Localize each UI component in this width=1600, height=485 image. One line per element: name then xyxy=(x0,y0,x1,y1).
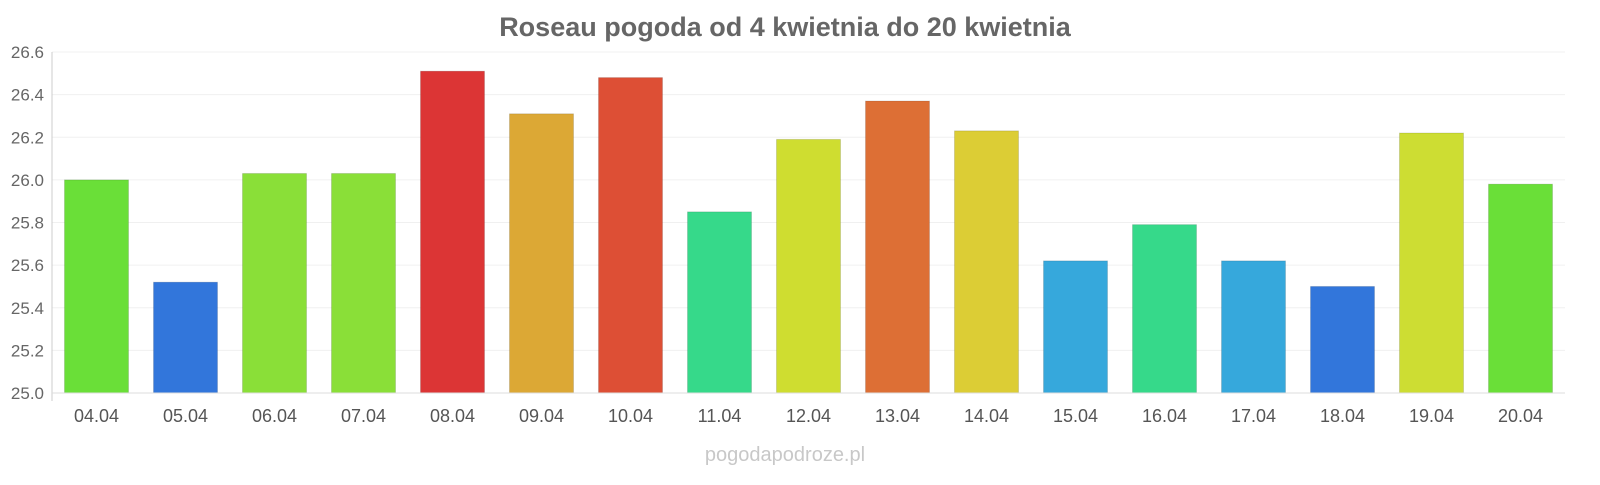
bars xyxy=(64,70,1553,394)
y-tick-label: 26.2 xyxy=(11,128,44,147)
y-tick-label: 25.8 xyxy=(11,214,44,233)
x-tick-label: 13.04 xyxy=(875,406,920,426)
bar-12.04 xyxy=(776,138,841,394)
x-tick-label: 08.04 xyxy=(430,406,475,426)
bar-04.04 xyxy=(64,179,129,394)
bar-05.04 xyxy=(153,281,218,394)
bar-07.04 xyxy=(331,172,396,394)
chart-title: Roseau pogoda od 4 kwietnia do 20 kwietn… xyxy=(499,12,1072,42)
bar-13.04 xyxy=(865,100,930,394)
bar-06.04 xyxy=(242,172,307,394)
x-tick-label: 07.04 xyxy=(341,406,386,426)
bar-10.04 xyxy=(598,77,663,394)
x-tick-label: 20.04 xyxy=(1498,406,1543,426)
x-tick-label: 15.04 xyxy=(1053,406,1098,426)
y-tick-label: 25.0 xyxy=(11,384,44,403)
bar-20.04 xyxy=(1488,183,1553,394)
x-tick-label: 09.04 xyxy=(519,406,564,426)
x-tick-label: 16.04 xyxy=(1142,406,1187,426)
x-tick-label: 10.04 xyxy=(608,406,653,426)
y-tick-label: 26.4 xyxy=(11,86,44,105)
bar-08.04 xyxy=(420,70,485,394)
y-tick-label: 25.6 xyxy=(11,256,44,275)
x-tick-label: 05.04 xyxy=(163,406,208,426)
x-tick-label: 19.04 xyxy=(1409,406,1454,426)
x-tick-label: 14.04 xyxy=(964,406,1009,426)
bar-14.04 xyxy=(954,130,1019,394)
bar-09.04 xyxy=(509,113,574,394)
x-tick-label: 11.04 xyxy=(698,406,742,426)
x-tick-label: 18.04 xyxy=(1320,406,1365,426)
bar-17.04 xyxy=(1221,260,1286,394)
bar-16.04 xyxy=(1132,224,1197,394)
bar-11.04 xyxy=(687,211,752,394)
y-axis: 25.0 25.2 25.4 25.6 25.8 26.0 26.2 26.4 26.6 xyxy=(11,43,53,403)
y-tick-label: 26.0 xyxy=(11,171,44,190)
x-tick-label: 17.04 xyxy=(1231,406,1276,426)
bar-18.04 xyxy=(1310,285,1375,394)
bar-19.04 xyxy=(1399,132,1464,394)
x-tick-label: 12.04 xyxy=(786,406,831,426)
y-tick-label: 25.4 xyxy=(11,299,44,318)
x-axis: 04.04 05.04 06.04 07.04 08.04 09.04 10.04 11.04… xyxy=(52,392,1565,426)
y-tick-label: 25.2 xyxy=(11,341,44,360)
x-tick-label: 04.04 xyxy=(74,406,119,426)
watermark: pogodapodroze.pl xyxy=(705,444,865,466)
bar-15.04 xyxy=(1043,260,1108,394)
y-tick-label: 26.6 xyxy=(11,43,44,62)
x-tick-label: 06.04 xyxy=(252,406,297,426)
